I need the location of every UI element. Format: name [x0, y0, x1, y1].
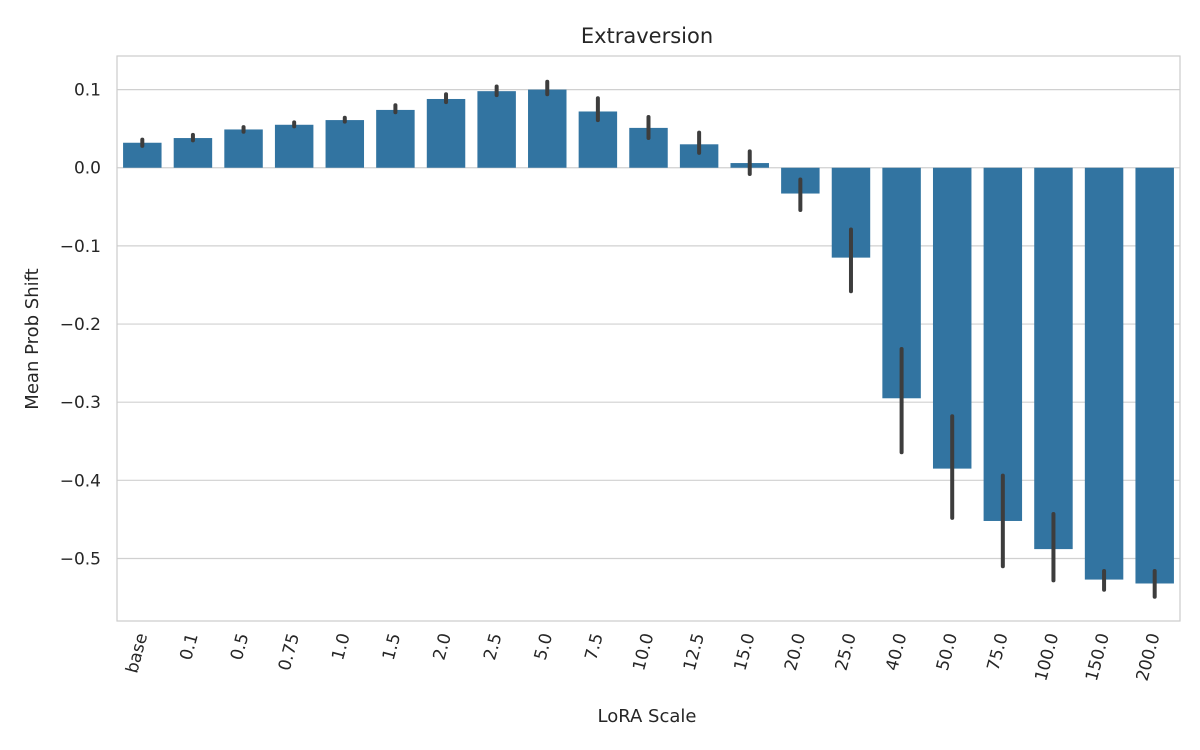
x-tick-label: 10.0 [629, 631, 658, 673]
bar [325, 120, 365, 168]
x-tick-label: 50.0 [933, 631, 962, 673]
x-tick-label: 0.1 [176, 631, 202, 662]
bar [274, 124, 314, 168]
bar [1034, 167, 1073, 550]
bar [477, 91, 516, 168]
plot-frame [116, 55, 1181, 622]
x-tick-label: 0.5 [227, 631, 253, 662]
x-tick-label: 40.0 [882, 631, 911, 673]
y-tick-label: −0.4 [60, 471, 101, 491]
x-tick-label: 25.0 [832, 631, 861, 673]
x-tick-label: 75.0 [984, 631, 1013, 673]
bar [528, 89, 567, 168]
bars [123, 89, 1174, 584]
x-axis-title: LoRA Scale [598, 706, 697, 727]
x-tick-label: 7.5 [581, 631, 607, 662]
y-tick-label: 0.0 [74, 159, 101, 179]
bar [376, 109, 415, 168]
x-tick-label: 12.5 [680, 631, 709, 673]
x-tick-label: 0.75 [275, 631, 304, 673]
x-tick-label: 15.0 [730, 631, 759, 673]
bar [983, 167, 1023, 521]
x-tick-label: 5.0 [531, 631, 557, 662]
x-tick-label: 100.0 [1031, 631, 1063, 683]
bar [224, 129, 263, 168]
x-tick-label: 200.0 [1133, 631, 1165, 683]
y-axis-title: Mean Prob Shift [22, 268, 43, 409]
x-tick-label: 2.0 [430, 631, 456, 662]
bar [426, 98, 466, 168]
y-tick-labels: 0.1 0.0 −0.1 −0.2 −0.3 −0.4 −0.5 [60, 81, 101, 570]
error-bars [140, 79, 1157, 599]
x-tick-label: 150.0 [1082, 631, 1114, 683]
bar [1135, 167, 1174, 584]
x-tick-labels: base 0.1 0.5 0.75 1.0 1.5 2.0 2.5 5.0 7.5 10.0 12.5… [122, 631, 1164, 683]
x-tick-label: 1.0 [328, 631, 354, 662]
y-tick-label: −0.2 [60, 315, 101, 335]
x-tick-label: base [122, 631, 152, 675]
chart-title: Extraversion [581, 24, 713, 48]
bar [173, 138, 213, 168]
x-tick-label: 2.5 [480, 631, 506, 662]
y-tick-label: 0.1 [74, 81, 101, 101]
y-tick-label: −0.3 [60, 393, 101, 413]
x-tick-label: 20.0 [781, 631, 810, 673]
bar [1084, 167, 1124, 580]
y-tick-label: −0.5 [60, 549, 101, 569]
bar [679, 144, 719, 168]
y-tick-label: −0.1 [60, 237, 101, 257]
x-tick-label: 1.5 [379, 631, 405, 662]
